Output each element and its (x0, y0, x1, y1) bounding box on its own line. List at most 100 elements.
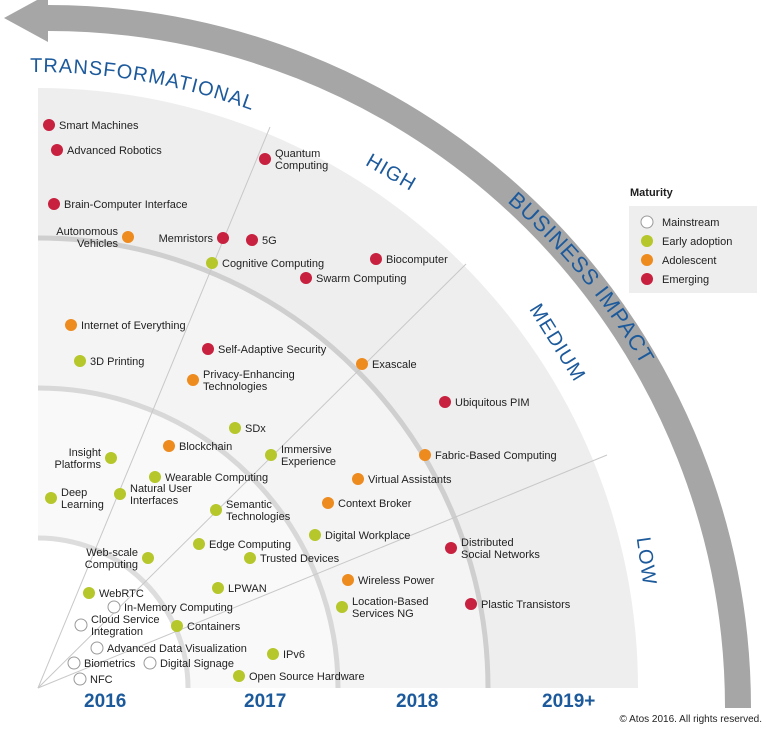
tech-dot-ipv6 (267, 648, 279, 660)
tech-item-virtual-assistants: Virtual Assistants (352, 473, 452, 486)
tech-label-location-based-services-ng: Location-Based Services NG (352, 596, 428, 620)
tech-dot-self-adaptive-security (202, 343, 214, 355)
tech-label-line: IPv6 (283, 649, 305, 661)
tech-label-line: SDx (245, 423, 266, 435)
tech-label-digital-workplace: Digital Workplace (325, 530, 410, 542)
tech-label-line: Advanced Robotics (67, 145, 162, 157)
tech-label-autonomous-vehicles: Autonomous Vehicles (56, 226, 118, 250)
tech-dot-5g (246, 234, 258, 246)
tech-item-ipv6: IPv6 (267, 648, 305, 661)
legend-label-mainstream: Mainstream (662, 217, 719, 229)
tech-label-line: Wearable Computing (165, 472, 268, 484)
tech-item-semantic-technologies: Semantic Technologies (210, 499, 291, 523)
tech-label-open-source-hardware: Open Source Hardware (249, 671, 365, 683)
tech-label-line: Social Networks (461, 549, 540, 561)
tech-item-swarm-computing: Swarm Computing (300, 272, 406, 285)
tech-dot-webrtc (83, 587, 95, 599)
tech-item-cloud-service-integration: Cloud Service Integration (74, 614, 159, 638)
tech-item-nfc: NFC (73, 672, 113, 686)
tech-label-plastic-transistors: Plastic Transistors (481, 599, 571, 611)
tech-label-line: Technologies (203, 381, 268, 393)
copyright: © Atos 2016. All rights reserved. (620, 714, 762, 725)
tech-label-line: Experience (281, 456, 336, 468)
tech-dot-cloud-service-integration (74, 618, 88, 632)
tech-item-context-broker: Context Broker (322, 497, 412, 510)
tech-dot-autonomous-vehicles (122, 231, 134, 243)
tech-item-biometrics: Biometrics (67, 656, 136, 670)
tech-dot-cognitive-computing (206, 257, 218, 269)
tech-dot-semantic-technologies (210, 504, 222, 516)
tech-label-deep-learning: Deep Learning (61, 487, 104, 511)
tech-dot-edge-computing (193, 538, 205, 550)
tech-label-line: Wireless Power (358, 575, 435, 587)
tech-label-fabric-based-computing: Fabric-Based Computing (435, 450, 557, 462)
tech-label-biocomputer: Biocomputer (386, 254, 448, 266)
legend-dot-emerging (641, 273, 653, 285)
tech-label-containers: Containers (187, 621, 241, 633)
tech-label-line: Digital Signage (160, 658, 234, 670)
tech-label-ipv6: IPv6 (283, 649, 305, 661)
tech-label-line: Swarm Computing (316, 273, 406, 285)
legend-dot-early-adoption (641, 235, 653, 247)
tech-label-webrtc: WebRTC (99, 588, 144, 600)
tech-dot-swarm-computing (300, 272, 312, 284)
tech-label-internet-of-everything: Internet of Everything (81, 320, 186, 332)
tech-label-line: Immersive (281, 444, 332, 456)
tech-label-line: Vehicles (77, 238, 118, 250)
tech-label-biometrics: Biometrics (84, 658, 136, 670)
tech-label-self-adaptive-security: Self-Adaptive Security (218, 344, 327, 356)
tech-dot-natural-user-interfaces (114, 488, 126, 500)
maturity-legend: Maturity Mainstream Early adoption Adolesc… (629, 187, 757, 293)
tech-item-blockchain: Blockchain (163, 440, 232, 453)
tech-label-brain-computer-interface: Brain-Computer Interface (64, 199, 188, 211)
tech-label-line: Semantic (226, 499, 272, 511)
legend-label-emerging: Emerging (662, 274, 709, 286)
tech-item-memristors: Memristors (159, 232, 229, 245)
tech-item-quantum-computing: Quantum Computing (259, 148, 328, 172)
arrow-body (47, 5, 751, 709)
tech-dot-ubiquitous-pim (439, 396, 451, 408)
tech-item-insight-platforms: Insight Platforms (55, 447, 117, 471)
tech-label-line: Computing (85, 559, 138, 571)
tech-label-line: Computing (275, 160, 328, 172)
tech-label-insight-platforms: Insight Platforms (55, 447, 102, 471)
tech-label-line: Natural User (130, 483, 192, 495)
tech-label-line: Memristors (159, 233, 214, 245)
ring-line-low (37, 535, 191, 689)
tech-label-wireless-power: Wireless Power (358, 575, 435, 587)
tech-label-memristors: Memristors (159, 233, 214, 245)
sector-line-3 (37, 454, 608, 689)
tech-item-privacy-enhancing-technologies: Privacy-Enhancing Technologies (187, 369, 295, 393)
tech-item-sdx: SDx (229, 422, 266, 435)
tech-label-immersive-experience: Immersive Experience (281, 444, 336, 468)
legend-dot-adolescent (641, 254, 653, 266)
tech-label-line: Services NG (352, 608, 414, 620)
tech-item-plastic-transistors: Plastic Transistors (465, 598, 571, 611)
tech-dot-plastic-transistors (465, 598, 477, 610)
tech-item-wireless-power: Wireless Power (342, 574, 435, 587)
tech-dot-containers (171, 620, 183, 632)
tech-label-nfc: NFC (90, 674, 113, 686)
tech-label-line: Digital Workplace (325, 530, 410, 542)
tech-label-line: Exascale (372, 359, 417, 371)
tech-item-digital-signage: Digital Signage (143, 656, 234, 670)
tech-label-cloud-service-integration: Cloud Service Integration (91, 614, 159, 638)
tech-label-advanced-data-visualization: Advanced Data Visualization (107, 643, 247, 655)
tech-label-line: LPWAN (228, 583, 267, 595)
tech-item-advanced-robotics: Advanced Robotics (51, 144, 162, 157)
tech-label-quantum-computing: Quantum Computing (275, 148, 328, 172)
tech-item-self-adaptive-security: Self-Adaptive Security (202, 343, 327, 356)
tech-item-distributed-social-networks: Distributed Social Networks (445, 537, 540, 561)
tech-item-immersive-experience: Immersive Experience (265, 444, 336, 468)
legend-label-early-adoption: Early adoption (662, 236, 732, 248)
tech-item-cognitive-computing: Cognitive Computing (206, 257, 324, 270)
tech-label-virtual-assistants: Virtual Assistants (368, 474, 452, 486)
tech-item-fabric-based-computing: Fabric-Based Computing (419, 449, 557, 462)
tech-item-containers: Containers (171, 620, 241, 633)
tech-dot-in-memory-computing (107, 600, 121, 614)
tech-item-ubiquitous-pim: Ubiquitous PIM (439, 396, 530, 409)
tech-dot-memristors (217, 232, 229, 244)
tech-label-line: 3D Printing (90, 356, 144, 368)
tech-item-wearable-computing: Wearable Computing (149, 471, 268, 484)
